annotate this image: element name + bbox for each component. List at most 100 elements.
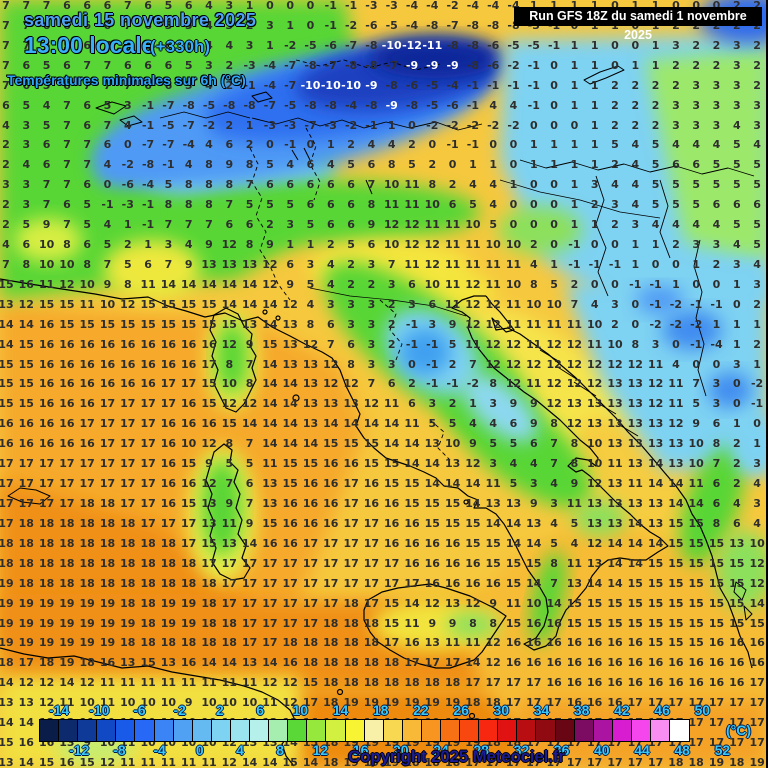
temp-value: -7: [344, 38, 358, 52]
temp-value: -6: [446, 98, 459, 112]
temp-value: -9: [446, 58, 459, 72]
temp-value: 5: [225, 457, 234, 471]
temp-value: 0: [428, 138, 437, 152]
temp-value: 12: [404, 218, 420, 232]
temp-value: 14: [688, 497, 704, 510]
scale-swatch: [211, 720, 231, 741]
temp-value: 13: [282, 337, 298, 351]
temp-value: 16: [38, 417, 55, 431]
temp-value: 8: [489, 377, 498, 391]
temp-value: 16: [505, 656, 522, 670]
temp-value: 6: [42, 38, 51, 52]
temp-value: 4: [550, 516, 558, 530]
temp-value: 16: [384, 497, 400, 510]
temp-value: 19: [363, 755, 380, 768]
temp-value: 5: [611, 138, 619, 152]
temp-value: 6: [732, 516, 741, 530]
temp-value: 14: [627, 556, 643, 570]
temp-value: 6: [692, 158, 701, 172]
temp-value: 10: [607, 337, 623, 351]
temp-value: 7: [367, 178, 376, 192]
temp-value: -8: [466, 38, 479, 52]
temp-value: -7: [284, 78, 297, 92]
temp-value: 11: [668, 377, 684, 391]
temp-value: 4: [205, 38, 213, 52]
temp-value: 6: [306, 198, 315, 212]
temp-value: 15: [181, 317, 197, 331]
temp-value: 14: [0, 676, 14, 690]
temp-value: 13: [627, 457, 643, 471]
temp-value: 15: [18, 397, 34, 411]
temp-value: 17: [262, 616, 278, 630]
temp-value: 7: [245, 437, 254, 451]
temp-value: 8: [489, 616, 498, 630]
temp-value: -1: [426, 357, 439, 371]
temp-value: -7: [324, 58, 337, 72]
temp-value: -1: [446, 377, 459, 391]
temp-value: 10: [749, 536, 765, 550]
temp-value: 14: [262, 656, 278, 670]
temp-value: 6: [326, 178, 335, 192]
temp-value: 5: [245, 198, 254, 212]
temp-value: -7: [182, 118, 195, 132]
temp-value: 14: [0, 317, 14, 331]
temp-value: 1: [590, 98, 599, 112]
temp-value: 16: [708, 636, 725, 650]
temp-value: 1: [570, 98, 579, 112]
temp-value: 17: [505, 755, 522, 768]
temp-value: 11: [201, 676, 217, 690]
temp-value: 6: [732, 198, 741, 212]
temp-value: 15: [181, 297, 197, 311]
temp-value: 2: [387, 337, 396, 351]
temp-value: 17: [647, 696, 664, 710]
temp-value: 6: [164, 58, 173, 72]
temp-value: 11: [201, 755, 217, 768]
temp-value: 7: [83, 78, 92, 92]
temp-value: 0: [529, 218, 538, 232]
temp-value: 5: [651, 198, 660, 212]
scale-label-bottom: 12: [312, 742, 329, 758]
temp-value: 16: [59, 337, 75, 351]
temp-value: 15: [688, 636, 704, 650]
temp-value: 15: [729, 576, 745, 590]
temp-value: 7: [22, 38, 31, 52]
temp-value: 1: [529, 138, 538, 152]
scale-label-top: 46: [654, 702, 670, 718]
temp-value: 13: [647, 417, 664, 431]
temp-value: 3: [22, 178, 31, 192]
temp-value: 4: [286, 158, 295, 172]
temp-value: 5: [732, 158, 741, 172]
temp-value: 19: [343, 755, 359, 768]
temp-value: 0: [509, 158, 518, 172]
temp-value: 12: [546, 397, 562, 411]
temp-value: 16: [526, 656, 542, 670]
temp-value: 17: [343, 556, 359, 570]
temp-value: 5: [753, 238, 761, 252]
temp-value: -1: [608, 257, 622, 271]
temp-value: 2: [2, 198, 10, 212]
temp-value: 5: [651, 178, 660, 192]
temp-value: 13: [627, 397, 643, 411]
temp-value: 3: [753, 277, 761, 291]
temp-value: 3: [732, 78, 741, 92]
temp-value: 0: [509, 218, 518, 232]
temp-value: -8: [365, 98, 378, 112]
temp-value: 15: [749, 616, 765, 630]
temp-value: 6: [712, 497, 721, 510]
temp-value: 1: [590, 58, 599, 72]
temp-value: 4: [732, 118, 741, 132]
temp-value: 16: [688, 676, 704, 690]
temp-value: 5: [347, 238, 355, 252]
temp-value: 17: [181, 536, 197, 550]
temp-value: 15: [384, 616, 400, 630]
temp-value: 10: [79, 277, 95, 291]
temp-value: 18: [18, 536, 34, 550]
temp-value: 17: [607, 755, 623, 768]
temp-value: 18: [201, 616, 217, 630]
temp-value: 16: [627, 636, 643, 650]
temp-value: 18: [729, 755, 745, 768]
temp-value: 12: [485, 297, 501, 311]
temp-value: -6: [405, 78, 419, 92]
temp-value: 0: [631, 317, 640, 331]
temp-value: 0: [509, 138, 518, 152]
